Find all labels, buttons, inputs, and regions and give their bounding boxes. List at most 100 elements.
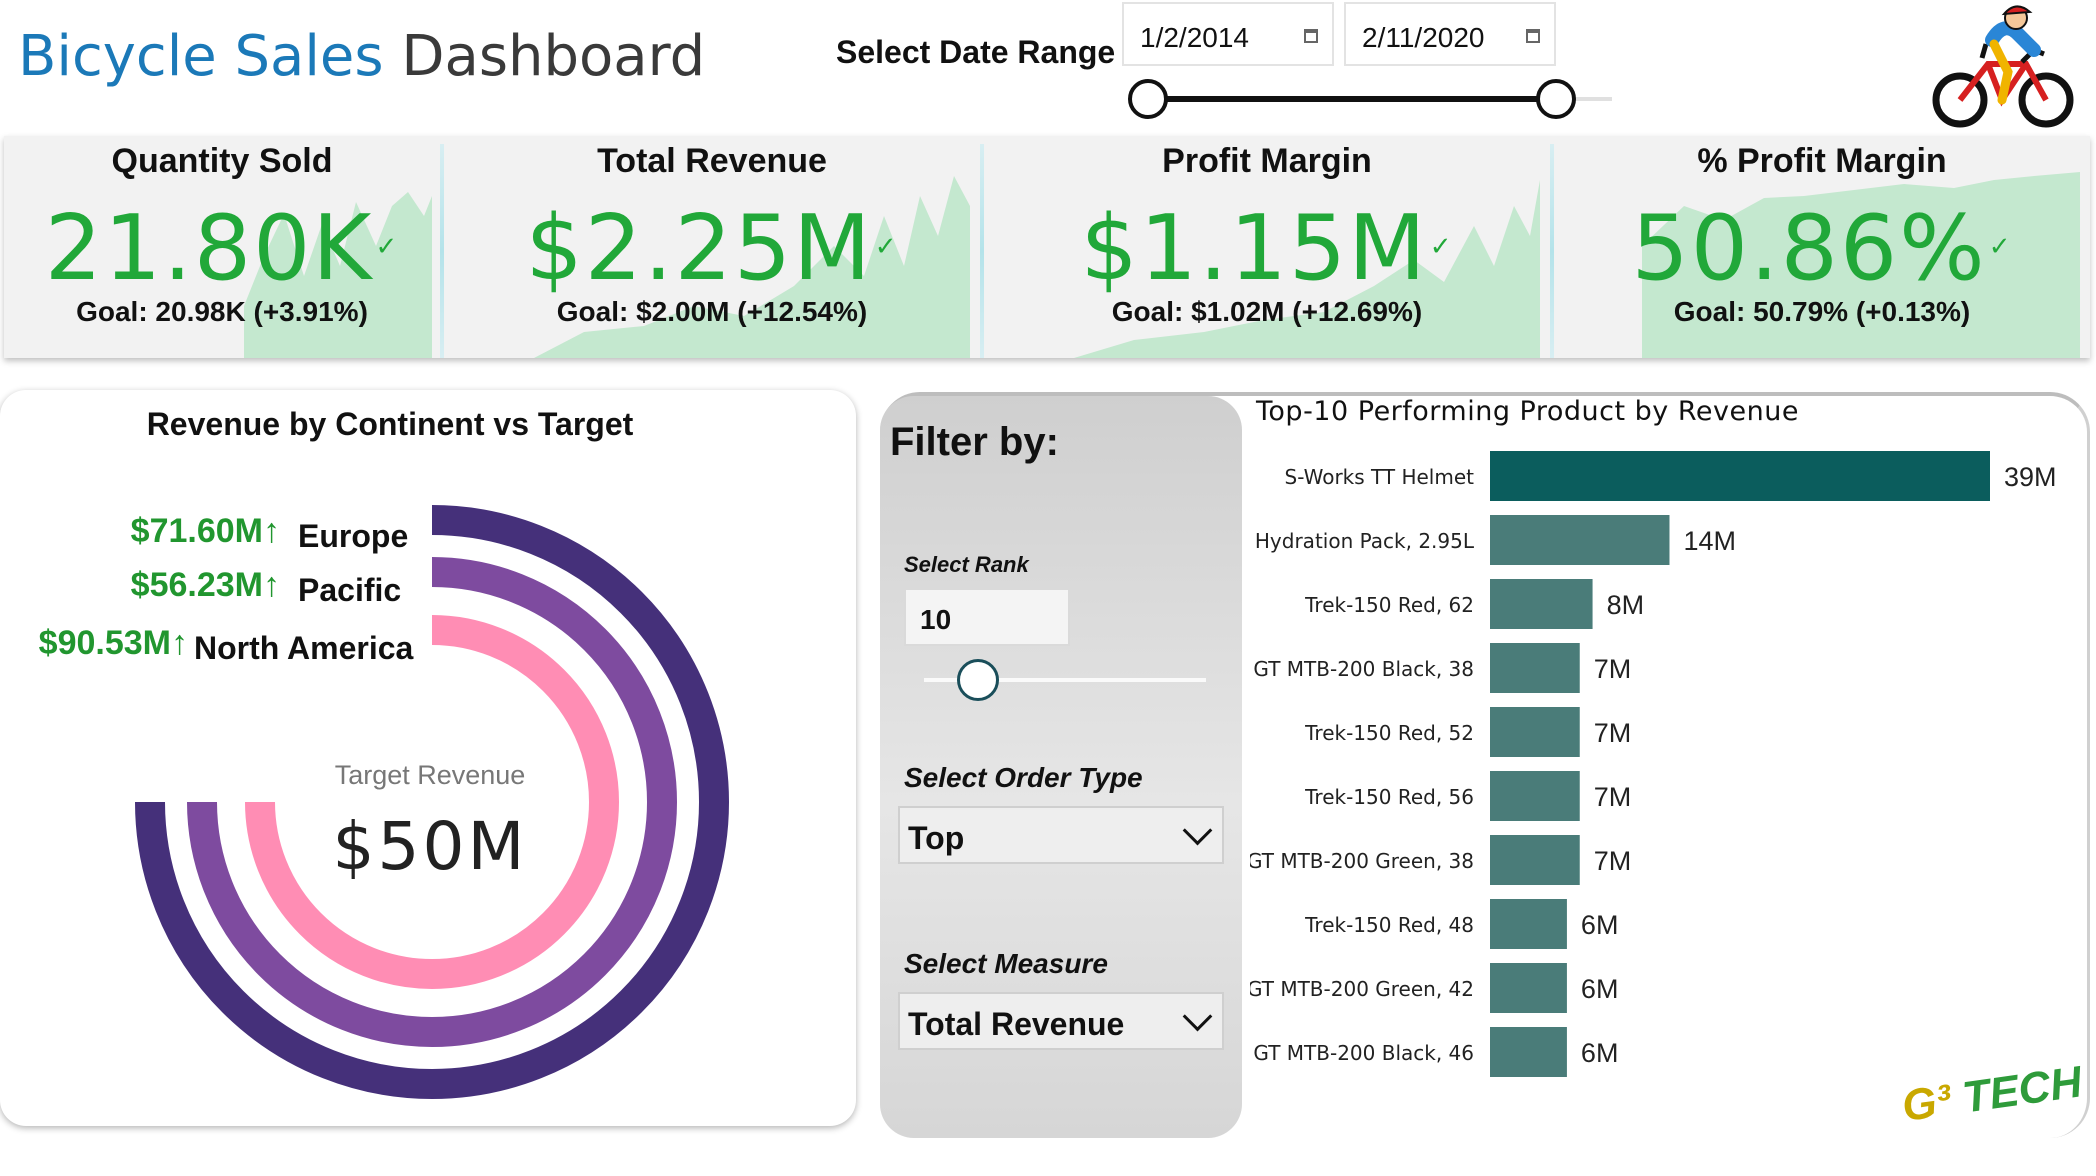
rank-input[interactable]: 10 (904, 588, 1070, 646)
bar[interactable] (1490, 1027, 1567, 1077)
kpi-quantity-sold[interactable]: Quantity Sold 21.80K✓ Goal: 20.98K (+3.9… (4, 136, 440, 358)
date-slider-track[interactable] (1150, 96, 1560, 102)
bar-category-label: Trek-150 Red, 52 (1304, 721, 1474, 745)
date-range-label: Select Date Range (836, 34, 1116, 70)
bar-value-label: 14M (1683, 526, 1736, 556)
kpi-sparkline (244, 192, 432, 358)
kpi-goal: Goal: $2.00M (+12.54%) (556, 296, 868, 327)
legend-name-europe: Europe (298, 518, 409, 554)
measure-select[interactable]: Total Revenue (898, 992, 1224, 1050)
bar[interactable] (1490, 643, 1580, 693)
bar-category-label: GT MTB-200 Black, 46 (1253, 1041, 1474, 1065)
kpi-title: Quantity Sold (111, 142, 333, 180)
bar-value-label: 7M (1594, 654, 1632, 684)
legend-name-pacific: Pacific (298, 572, 402, 608)
date-start-value: 1/2/2014 (1140, 22, 1249, 53)
kpi-sparkline (1642, 172, 2080, 358)
target-revenue-value: $50M (332, 808, 528, 885)
title-part1: Bicycle Sales (18, 24, 384, 89)
check-icon: ✓ (375, 232, 400, 262)
bar-category-label: Trek-150 Red, 48 (1304, 913, 1474, 937)
bar-value-label: 7M (1594, 846, 1632, 876)
order-type-value: Top (908, 820, 965, 856)
legend-name-north-america: North America (194, 630, 414, 666)
chevron-down-icon[interactable] (1182, 1001, 1213, 1032)
legend-value-europe: $71.60M↑ (130, 512, 280, 550)
ring-north-america[interactable] (245, 615, 619, 989)
kpi-sparkline (534, 176, 970, 358)
bar[interactable] (1490, 451, 1990, 501)
calendar-icon[interactable] (1526, 29, 1540, 43)
kpi-title: Total Revenue (597, 142, 827, 180)
check-icon: ✓ (874, 232, 899, 262)
bar-category-label: GT MTB-200 Black, 38 (1253, 657, 1474, 681)
bar-category-label: GT MTB-200 Green, 38 (1250, 849, 1474, 873)
bar[interactable] (1490, 963, 1567, 1013)
donut-title: Revenue by Continent vs Target (146, 406, 634, 442)
kpi-separator (440, 144, 444, 358)
legend-value-north-america: $90.53M↑ (38, 624, 188, 662)
bar[interactable] (1490, 835, 1580, 885)
top-products-bar-chart: S-Works TT Helmet 39M Hydration Pack, 2.95… (1250, 451, 2057, 1077)
bar-category-label: Trek-150 Red, 56 (1304, 785, 1474, 809)
rank-slider-handle[interactable] (957, 659, 999, 701)
cyclist-icon (1932, 5, 2074, 128)
filter-title: Filter by: (890, 420, 1059, 464)
bar-value-label: 7M (1594, 718, 1632, 748)
date-slider-end-handle[interactable] (1536, 79, 1576, 119)
bar-category-label: S-Works TT Helmet (1285, 465, 1475, 489)
bar-chart-title: Top-10 Performing Product by Revenue (1256, 396, 1799, 427)
kpi-goal: Goal: 50.79% (+0.13%) (1673, 296, 1971, 327)
kpi-value: 21.80K✓ (44, 196, 400, 301)
date-start-input[interactable]: 1/2/2014 (1122, 2, 1334, 66)
calendar-icon[interactable] (1304, 29, 1318, 43)
dashboard-title: Bicycle Sales Dashboard (18, 24, 705, 89)
kpi-value: $1.15M✓ (1080, 196, 1454, 301)
legend-value-pacific: $56.23M↑ (130, 566, 280, 604)
kpi-value: $2.25M✓ (525, 196, 899, 301)
ring-europe[interactable] (135, 505, 729, 1099)
continent-radial-chart (135, 505, 729, 1099)
bar-value-label: 6M (1581, 1038, 1619, 1068)
kpi-separator (980, 144, 984, 358)
chevron-down-icon[interactable] (1182, 815, 1213, 846)
kpi-profit-margin-percent[interactable]: % Profit Margin 50.86%✓ Goal: 50.79% (+0… (1554, 136, 2090, 358)
kpi-total-revenue[interactable]: Total Revenue $2.25M✓ Goal: $2.00M (+12.… (444, 136, 980, 358)
bar[interactable] (1490, 579, 1593, 629)
rank-label: Select Rank (904, 552, 1029, 577)
target-revenue-label: Target Revenue (334, 760, 526, 790)
measure-value: Total Revenue (908, 1006, 1125, 1042)
bar-value-label: 39M (2004, 462, 2057, 492)
kpi-sparkline (1074, 180, 1540, 358)
bar-category-label: GT MTB-200 Green, 42 (1250, 977, 1474, 1001)
date-end-value: 2/11/2020 (1362, 22, 1485, 53)
kpi-goal: Goal: $1.02M (+12.69%) (1111, 296, 1423, 327)
date-slider-start-handle[interactable] (1128, 79, 1168, 119)
bar[interactable] (1490, 771, 1580, 821)
bar[interactable] (1490, 515, 1670, 565)
kpi-separator (1550, 144, 1554, 358)
bar-value-label: 8M (1607, 590, 1645, 620)
date-slider-extension (1560, 97, 1612, 101)
bar-category-label: Trek-150 Red, 62 (1304, 593, 1474, 617)
kpi-band: Quantity Sold 21.80K✓ Goal: 20.98K (+3.9… (4, 136, 2090, 358)
bar-value-label: 6M (1581, 910, 1619, 940)
kpi-title: % Profit Margin (1697, 142, 1947, 180)
kpi-title: Profit Margin (1162, 142, 1372, 180)
kpi-profit-margin[interactable]: Profit Margin $1.15M✓ Goal: $1.02M (+12.… (984, 136, 1550, 358)
measure-label: Select Measure (904, 948, 1108, 979)
logo-text-g3: G³ (1899, 1075, 1955, 1132)
date-end-input[interactable]: 2/11/2020 (1344, 2, 1556, 66)
bar-category-label: Hydration Pack, 2.95L (1255, 529, 1475, 553)
bar-value-label: 6M (1581, 974, 1619, 1004)
kpi-value: 50.86%✓ (1631, 196, 2013, 301)
title-part2: Dashboard (401, 24, 706, 89)
order-type-label: Select Order Type (904, 762, 1143, 793)
check-icon: ✓ (1429, 232, 1454, 262)
rank-slider-track[interactable] (924, 678, 1206, 682)
order-type-select[interactable]: Top (898, 806, 1224, 864)
bar[interactable] (1490, 899, 1567, 949)
bar[interactable] (1490, 707, 1580, 757)
ring-pacific[interactable] (187, 557, 677, 1047)
check-icon: ✓ (1988, 232, 2013, 262)
